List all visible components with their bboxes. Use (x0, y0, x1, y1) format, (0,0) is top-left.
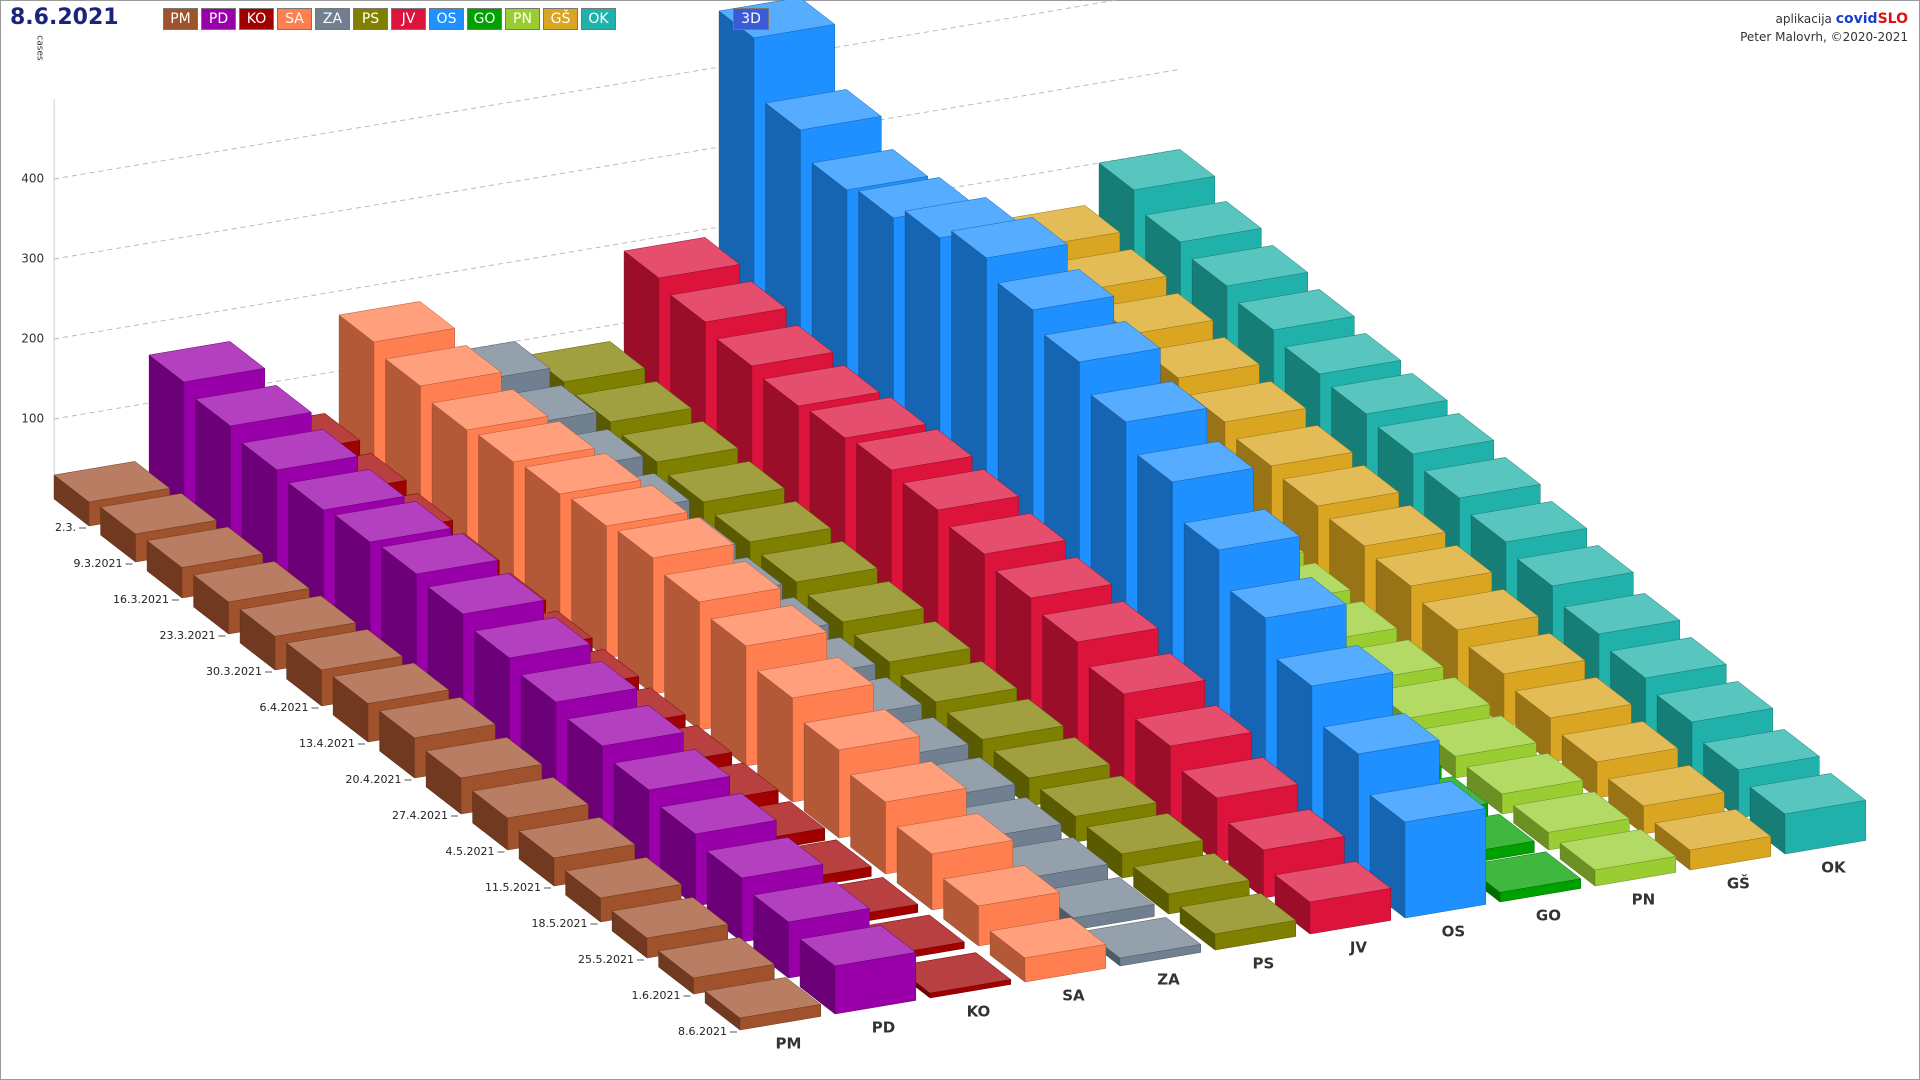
bar-front (834, 952, 917, 1015)
bar-front (1309, 888, 1392, 935)
grid-line (54, 0, 1120, 180)
bar (1369, 781, 1487, 919)
bar (1559, 829, 1677, 887)
date-label: 20.4.2021 (346, 773, 402, 786)
date-label: 6.4.2021 (260, 701, 309, 714)
legend: PM PD KO SA ZA PS JV OS GO PN GŠ OK (163, 8, 616, 30)
bar-front (1594, 856, 1677, 887)
chart-title: 8.6.2021 (10, 5, 119, 30)
brand: covid (1835, 11, 1878, 27)
region-label: PN (1632, 890, 1656, 908)
author: Peter Malovrh, ©2020-2021 (1740, 30, 1908, 44)
date-label: 27.4.2021 (392, 809, 448, 822)
y-tick-label: 200 (21, 332, 44, 346)
date-label: 2.3. (55, 521, 76, 534)
bar (1654, 809, 1772, 871)
date-label: 9.3.2021 (74, 557, 123, 570)
legend-button[interactable]: GO (467, 8, 502, 30)
legend-button[interactable]: ZA (315, 8, 350, 30)
region-label: JV (1349, 938, 1368, 956)
bar-front (739, 1004, 822, 1031)
region-label: PD (872, 1018, 895, 1036)
region-label: KO (967, 1002, 991, 1020)
date-label: 23.3.2021 (160, 629, 216, 642)
bar (1274, 861, 1392, 935)
app-label: aplikacija (1775, 12, 1832, 26)
date-label: 30.3.2021 (206, 665, 262, 678)
region-label: PM (775, 1034, 801, 1052)
y-tick-label: 400 (21, 172, 44, 186)
y-axis-label: cases (35, 35, 45, 61)
date-label: 18.5.2021 (532, 917, 588, 930)
bar-front (929, 979, 1012, 999)
mode-button[interactable]: 3D (733, 8, 769, 30)
bar (1749, 773, 1867, 855)
legend-button[interactable]: PM (163, 8, 198, 30)
bar (989, 917, 1107, 983)
legend-button[interactable]: SA (277, 8, 312, 30)
grid-line (54, 68, 1180, 260)
date-label: 25.5.2021 (578, 953, 634, 966)
bar (1179, 893, 1297, 951)
legend-button[interactable]: PS (353, 8, 388, 30)
region-label: OS (1442, 922, 1466, 940)
region-label: ZA (1157, 970, 1180, 988)
legend-button[interactable]: KO (239, 8, 274, 30)
date-label: 8.6.2021 (678, 1025, 727, 1038)
region-label: PS (1253, 954, 1275, 972)
grid-line (54, 148, 1180, 340)
bar (611, 897, 729, 959)
date-label: 13.4.2021 (299, 737, 355, 750)
bar-front (1214, 920, 1297, 951)
date-label: 16.3.2021 (113, 593, 169, 606)
bar-front (1689, 836, 1772, 871)
legend-button[interactable]: OK (581, 8, 616, 30)
legend-button[interactable]: PD (201, 8, 236, 30)
bar (799, 925, 917, 1015)
date-label: 4.5.2021 (446, 845, 495, 858)
region-label: GO (1536, 906, 1561, 924)
bar-front (1499, 878, 1582, 903)
credits: aplikacija covidSLO Peter Malovrh, ©2020… (1740, 10, 1908, 46)
bar-front (1119, 944, 1202, 967)
legend-button[interactable]: JV (391, 8, 426, 30)
date-label: 11.5.2021 (485, 881, 541, 894)
y-tick-label: 300 (21, 252, 44, 266)
bar-front (1024, 944, 1107, 983)
date-label: 1.6.2021 (632, 989, 681, 1002)
region-label: GŠ (1727, 873, 1750, 892)
region-label: OK (1821, 858, 1847, 876)
bar-front (1404, 808, 1487, 919)
y-tick-label: 100 (21, 412, 44, 426)
legend-button[interactable]: GŠ (543, 8, 578, 30)
brand: SLO (1877, 11, 1908, 27)
legend-button[interactable]: OS (429, 8, 464, 30)
bar (1084, 917, 1202, 967)
region-label: SA (1062, 986, 1085, 1004)
bar-front (1784, 800, 1867, 855)
bar (704, 977, 822, 1031)
legend-button[interactable]: PN (505, 8, 540, 30)
bar (657, 937, 775, 995)
